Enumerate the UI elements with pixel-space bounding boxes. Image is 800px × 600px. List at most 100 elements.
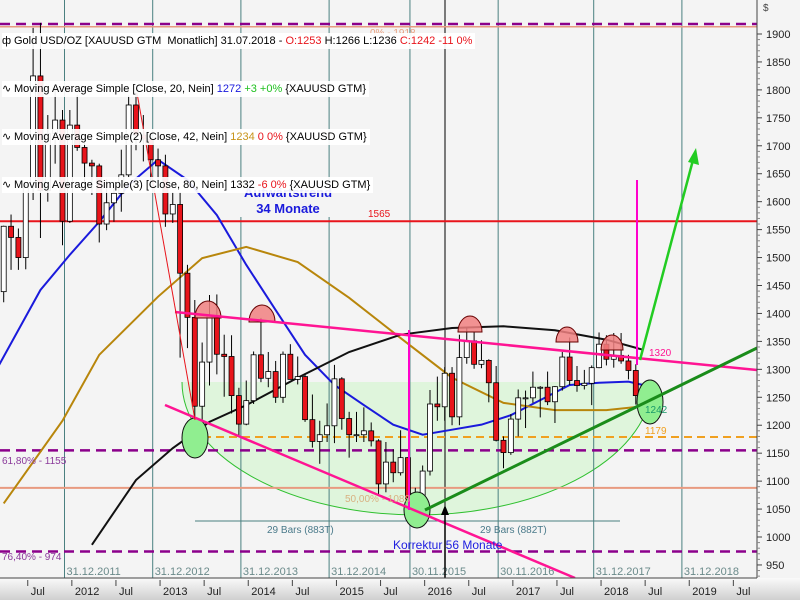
x-tick-label: Jul xyxy=(560,586,574,598)
x-tick-label: Jul xyxy=(736,586,750,598)
candle-down xyxy=(8,225,14,238)
fib-label-50: 50,00% - 1088 xyxy=(345,494,410,505)
candle-up xyxy=(199,361,206,407)
candle-up xyxy=(250,354,257,402)
candle-up xyxy=(169,204,176,215)
candle-up xyxy=(243,400,250,425)
up-arrow-head-icon xyxy=(441,505,449,515)
candle-up xyxy=(111,192,117,204)
candle-down xyxy=(544,386,551,403)
legend-ma42-change: 0 0% xyxy=(254,131,283,143)
candle-up xyxy=(596,343,602,369)
candle-up xyxy=(331,378,338,427)
candle-up xyxy=(427,403,433,472)
candle-up xyxy=(588,367,595,384)
vertical-marker-label: 31.12.2013 xyxy=(243,566,298,578)
legend-main[interactable]: ф Gold USD/OZ [XAUUSD GTM Monatlich] 31.0… xyxy=(2,33,476,49)
y-tick-label: 1250 xyxy=(766,392,790,404)
legend-ma80-label: Moving Average Simple(3) [Close, 80, Nei… xyxy=(14,179,231,191)
candle-up xyxy=(206,315,213,363)
legend-ma20-change: +3 +0% xyxy=(241,83,283,95)
level-label-1179: 1179 xyxy=(645,426,667,437)
legend-ma80-value: 1332 xyxy=(230,179,255,191)
legend-ma20-symbol: {XAUUSD GTM} xyxy=(282,83,367,95)
candle-down xyxy=(184,272,191,318)
candle-down xyxy=(338,378,345,419)
candle-down xyxy=(287,353,294,380)
y-tick-label: 1500 xyxy=(766,253,790,265)
candle-down xyxy=(177,204,184,274)
candle-up xyxy=(294,376,301,380)
candle-down xyxy=(309,419,316,442)
candle-down xyxy=(449,372,455,418)
x-tick-label: Jul xyxy=(472,586,486,598)
legend-ma42-value: 1234 xyxy=(230,131,255,143)
resistance-line xyxy=(174,310,758,372)
x-tick-label: 2013 xyxy=(163,586,187,598)
candle-up xyxy=(316,434,323,442)
candle-down xyxy=(485,359,492,384)
y-tick-label: 1350 xyxy=(766,336,790,348)
y-axis[interactable] xyxy=(757,0,800,578)
annotation-correction: Korrektur 56 Monate xyxy=(393,538,503,552)
candle-up xyxy=(265,371,272,379)
ma80-line xyxy=(91,325,644,546)
candle-down xyxy=(390,461,397,474)
candle-down xyxy=(574,380,580,386)
head-shape xyxy=(457,315,483,333)
legend-ma42-symbol: {XAUUSD GTM} xyxy=(282,131,367,143)
y-tick-label: 1400 xyxy=(766,308,790,320)
chart-legend: ф Gold USD/OZ [XAUUSD GTM Monatlich] 31.0… xyxy=(2,1,476,209)
candle-icon: ф xyxy=(2,35,12,47)
candle-down xyxy=(500,439,507,454)
candle-up xyxy=(530,386,536,399)
candle-down xyxy=(213,315,220,355)
vertical-marker-label: 31.12.2018 xyxy=(684,566,739,578)
candle-up xyxy=(324,425,331,436)
y-tick-label: 1900 xyxy=(766,29,790,41)
lower-channel-line xyxy=(164,403,576,580)
y-tick-label: 950 xyxy=(766,560,784,572)
candle-up xyxy=(360,430,367,436)
x-axis[interactable] xyxy=(0,578,800,600)
currency-label: $ xyxy=(763,3,769,14)
candle-up xyxy=(552,386,558,403)
forecast-arrow-line xyxy=(638,159,695,361)
legend-high-low: H:1266 L:1236 xyxy=(321,35,400,47)
candle-up xyxy=(280,353,286,398)
annotation-uptrend-line2: 34 Monate xyxy=(256,201,320,216)
vertical-marker-label: 30.11.2015 xyxy=(412,566,466,578)
candle-up xyxy=(478,359,485,365)
candle-up xyxy=(353,434,360,437)
x-tick-label: Jul xyxy=(119,586,133,598)
candle-down xyxy=(258,354,264,379)
vertical-marker-label: 31.12.2017 xyxy=(596,566,651,578)
fib-label-764: 76,40% - 974 xyxy=(2,552,62,563)
candle-down xyxy=(302,376,308,421)
candle-up xyxy=(463,340,470,359)
ma42-line xyxy=(2,245,644,505)
x-tick-label: Jul xyxy=(295,586,309,598)
vertical-marker-label: 31.12.2012 xyxy=(155,566,210,578)
forecast-arrow-head-icon xyxy=(688,148,699,165)
x-tick-label: Jul xyxy=(31,586,45,598)
candle-down xyxy=(191,316,198,407)
y-tick-label: 1150 xyxy=(766,448,790,460)
legend-ma20-value: 1272 xyxy=(216,83,242,95)
x-tick-label: Jul xyxy=(384,586,398,598)
wave-icon: ∿ xyxy=(2,131,12,143)
bottom-ellipse xyxy=(181,417,209,459)
legend-ma80[interactable]: ∿ Moving Average Simple(3) [Close, 80, Ne… xyxy=(2,177,374,193)
candle-up xyxy=(0,225,7,293)
x-tick-label: Jul xyxy=(648,586,662,598)
legend-ma20[interactable]: ∿ Moving Average Simple [Close, 20, Nein]… xyxy=(2,81,370,97)
x-tick-label: 2016 xyxy=(428,586,452,598)
y-tick-label: 1650 xyxy=(766,169,790,181)
candle-up xyxy=(456,357,463,418)
legend-ma42-label: Moving Average Simple(2) [Close, 42, Nei… xyxy=(14,131,231,143)
candle-down xyxy=(155,159,161,167)
y-tick-label: 1050 xyxy=(766,504,790,516)
candle-down xyxy=(368,430,375,442)
legend-ma42[interactable]: ∿ Moving Average Simple(2) [Close, 42, Ne… xyxy=(2,129,370,145)
